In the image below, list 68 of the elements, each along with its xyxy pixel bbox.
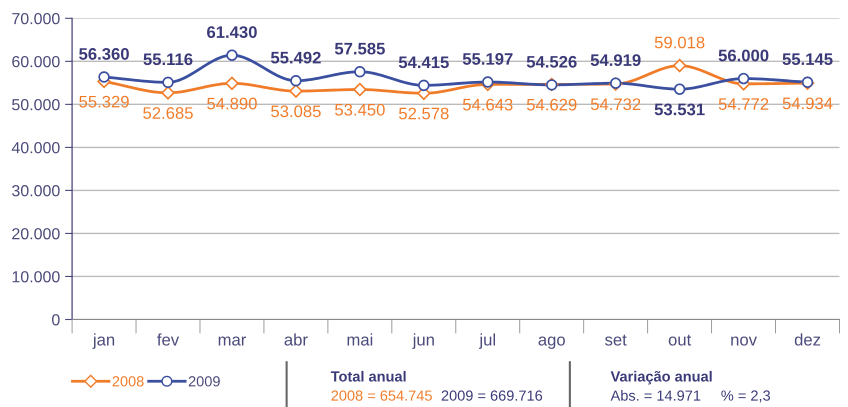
data-label: 55.329: [79, 96, 129, 108]
y-tick-label: 30.000: [12, 185, 60, 196]
y-tick-label: 60.000: [12, 56, 60, 68]
x-tick-label: jul: [479, 333, 495, 349]
point: [354, 66, 366, 78]
point: [98, 71, 110, 83]
data-label: 61.430: [207, 26, 257, 38]
data-label: 54.772: [718, 98, 768, 110]
legend-label: 2009: [188, 376, 220, 386]
data-label: 54.415: [398, 56, 449, 68]
point: [226, 49, 238, 61]
data-label: 55.145: [782, 53, 833, 66]
data-label: 56.360: [79, 48, 129, 60]
y-tick-label: 40.000: [12, 142, 60, 154]
point: [162, 76, 174, 88]
data-label: 54.919: [590, 54, 641, 66]
data-label: 56.000: [718, 50, 768, 62]
data-label: 55.492: [270, 52, 321, 64]
point: [672, 58, 686, 72]
point: [482, 76, 494, 88]
x-tick-label: nov: [731, 336, 757, 346]
data-label: 54.890: [207, 98, 257, 110]
text: 2009 = 669.716: [442, 390, 542, 401]
data-label: 53.085: [271, 105, 321, 118]
data-label: 53.450: [335, 104, 385, 116]
point: [290, 75, 302, 86]
y-tick-label: 20.000: [12, 228, 60, 240]
point: [674, 83, 686, 95]
data-label: 55.116: [143, 53, 192, 66]
text: 2008 = 654.745: [331, 390, 432, 401]
x-tick-label: jun: [412, 333, 434, 349]
y-tick-label: 0: [52, 314, 60, 326]
x-tick-label: mar: [218, 336, 246, 346]
data-label: 59.018: [654, 36, 704, 48]
text: Abs. = 14.971: [610, 390, 700, 401]
text: Variação anual: [610, 370, 712, 384]
y-tick-label: 70.000: [12, 12, 60, 24]
point: [225, 76, 239, 90]
x-tick-label: jan: [92, 333, 114, 349]
point: [610, 78, 622, 89]
x-tick-label: ago: [538, 336, 565, 349]
data-label: 54.643: [462, 98, 513, 111]
data-label: 52.685: [143, 107, 193, 119]
x-tick-label: mai: [348, 333, 372, 346]
x-tick-label: fev: [157, 333, 180, 346]
text: % = 2,3: [721, 390, 770, 402]
data-label: 54.629: [526, 98, 576, 111]
data-label: 54.526: [526, 56, 577, 68]
data-label: 55.197: [462, 53, 513, 65]
point: [289, 84, 303, 98]
data-label: 53.531: [654, 104, 705, 116]
point: [418, 80, 430, 92]
point: [738, 72, 750, 84]
x-tick-label: set: [605, 334, 627, 346]
legend-label: 2008: [112, 376, 144, 386]
x-tick-label: out: [668, 334, 692, 346]
point: [353, 82, 367, 96]
x-tick-label: dez: [794, 333, 820, 346]
data-label: 57.585: [334, 42, 385, 55]
data-label: 54.732: [590, 98, 640, 110]
text: Total anual: [330, 370, 406, 382]
point: [161, 86, 175, 100]
point: [802, 76, 814, 88]
data-label: 54.934: [782, 97, 833, 110]
x-tick-label: abr: [284, 333, 308, 346]
data-label: 52.578: [399, 108, 449, 120]
y-tick-label: 50.000: [12, 99, 60, 110]
y-tick-label: 10.000: [12, 271, 60, 282]
